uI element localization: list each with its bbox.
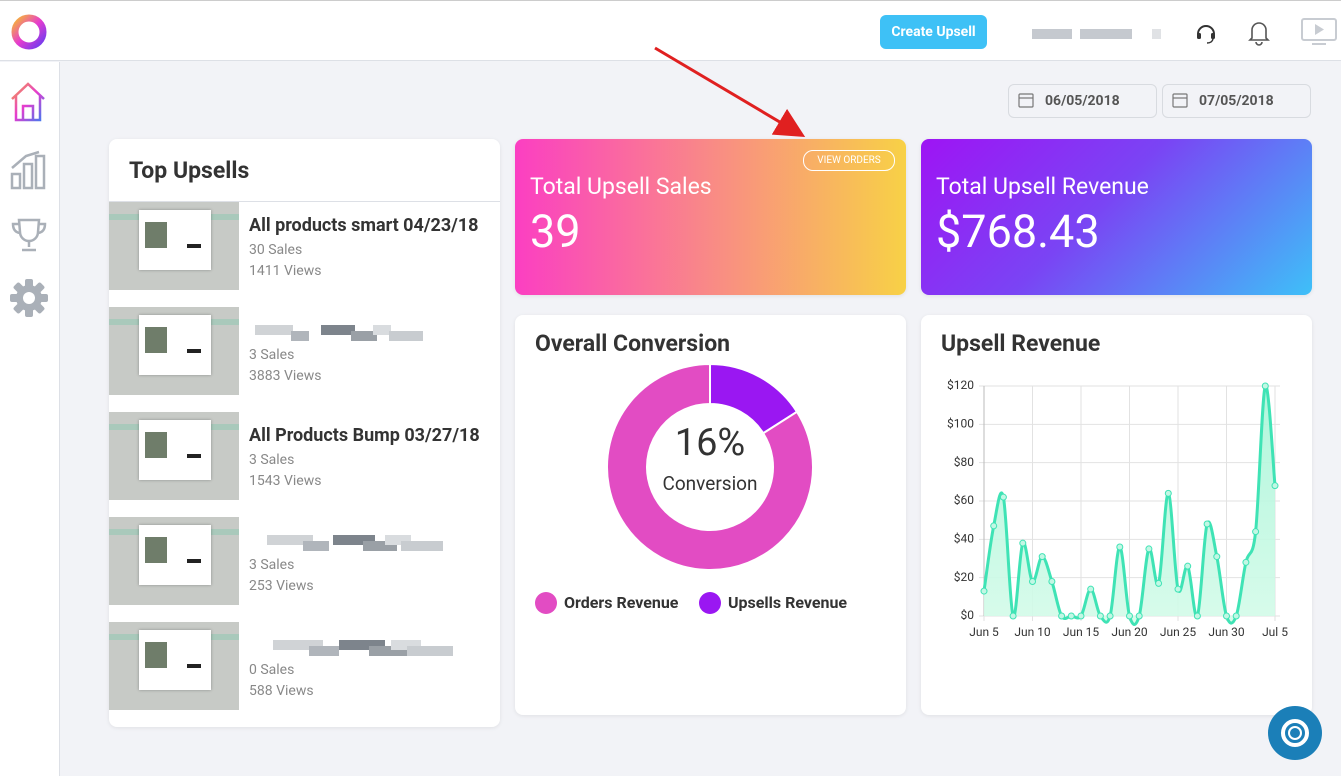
blurred-name bbox=[333, 535, 375, 545]
blurred-name bbox=[407, 646, 453, 656]
item-name: All products smart 04/23/18 bbox=[249, 215, 479, 236]
support-icon[interactable] bbox=[1194, 21, 1218, 45]
top-bar: Create Upsell bbox=[0, 0, 1341, 61]
reports-icon[interactable] bbox=[9, 150, 49, 192]
settings-icon[interactable] bbox=[9, 278, 49, 318]
item-sales: 3 Sales bbox=[249, 557, 295, 573]
upsell-revenue-card bbox=[921, 315, 1312, 715]
sidebar bbox=[0, 62, 60, 776]
rewards-icon[interactable] bbox=[10, 216, 48, 254]
blurred-name bbox=[339, 640, 385, 650]
item-views: 1543 Views bbox=[249, 473, 322, 489]
home-icon[interactable] bbox=[9, 80, 49, 124]
item-views: 253 Views bbox=[249, 578, 314, 594]
item-sales: 3 Sales bbox=[249, 452, 295, 468]
thumb-button bbox=[187, 454, 201, 458]
item-name: All Products Bump 03/27/18 bbox=[249, 425, 480, 446]
thumb-image bbox=[145, 222, 167, 248]
stat-value: 39 bbox=[530, 205, 581, 258]
start-date-text: 06/05/2018 bbox=[1045, 93, 1120, 109]
item-sales: 0 Sales bbox=[249, 662, 295, 678]
thumbnail[interactable] bbox=[109, 202, 239, 290]
sales-card: Total Upsell Sales 39 VIEW ORDERS bbox=[515, 139, 906, 295]
thumb-image bbox=[145, 537, 167, 563]
blurred-name bbox=[385, 535, 411, 545]
blurred-name bbox=[303, 541, 329, 551]
divider bbox=[109, 201, 500, 202]
conversion-card bbox=[515, 315, 906, 715]
card-title: Top Upsells bbox=[129, 157, 250, 184]
thumbnail[interactable] bbox=[109, 622, 239, 710]
thumbnail[interactable] bbox=[109, 517, 239, 605]
end-date-text: 07/05/2018 bbox=[1199, 93, 1274, 109]
item-views: 588 Views bbox=[249, 683, 314, 699]
logo[interactable] bbox=[10, 13, 48, 51]
thumb-image bbox=[145, 432, 167, 458]
blurred-name bbox=[351, 331, 377, 341]
calendar-icon bbox=[1172, 93, 1188, 108]
start-date[interactable]: 06/05/2018 bbox=[1008, 84, 1157, 118]
blurred-user bbox=[1080, 29, 1132, 39]
blurred-name bbox=[255, 325, 293, 335]
blurred-name bbox=[309, 646, 339, 656]
blurred-user bbox=[1032, 29, 1072, 39]
blurred-name bbox=[401, 541, 443, 551]
help-icon bbox=[1281, 719, 1309, 747]
blurred-name bbox=[363, 541, 397, 551]
item-sales: 30 Sales bbox=[249, 242, 303, 258]
thumb-button bbox=[187, 244, 201, 248]
item-views: 3883 Views bbox=[249, 368, 322, 384]
blurred-name bbox=[273, 640, 323, 650]
item-sales: 3 Sales bbox=[249, 347, 295, 363]
thumbnail[interactable] bbox=[109, 307, 239, 395]
blurred-name bbox=[389, 331, 423, 341]
thumb-button bbox=[187, 349, 201, 353]
notifications-icon[interactable] bbox=[1246, 18, 1272, 46]
help-icon bbox=[1288, 726, 1302, 740]
item-views: 1411 Views bbox=[249, 263, 322, 279]
blurred-name bbox=[369, 646, 407, 656]
blurred-name bbox=[321, 325, 355, 335]
stat-label: Total Upsell Sales bbox=[530, 173, 712, 200]
blurred-name bbox=[267, 535, 313, 545]
thumb-button bbox=[187, 559, 201, 563]
tutorial-icon[interactable] bbox=[1300, 18, 1341, 46]
stat-value: $768.43 bbox=[936, 205, 1100, 258]
blurred-name bbox=[391, 640, 421, 650]
create-upsell-button[interactable]: Create Upsell bbox=[880, 15, 987, 49]
thumbnail[interactable] bbox=[109, 412, 239, 500]
blurred-user bbox=[1152, 29, 1161, 39]
thumb-button bbox=[187, 664, 201, 668]
thumb-image bbox=[145, 327, 167, 353]
end-date[interactable]: 07/05/2018 bbox=[1162, 84, 1311, 118]
stat-label: Total Upsell Revenue bbox=[936, 173, 1149, 200]
calendar-icons bbox=[1018, 93, 1034, 108]
revenue-card: Total Upsell Revenue $768.43 bbox=[921, 139, 1312, 295]
thumb-image bbox=[145, 642, 167, 668]
view-orders-button[interactable]: VIEW ORDERS bbox=[803, 150, 895, 171]
blurred-name bbox=[373, 325, 391, 335]
blurred-name bbox=[291, 331, 309, 341]
